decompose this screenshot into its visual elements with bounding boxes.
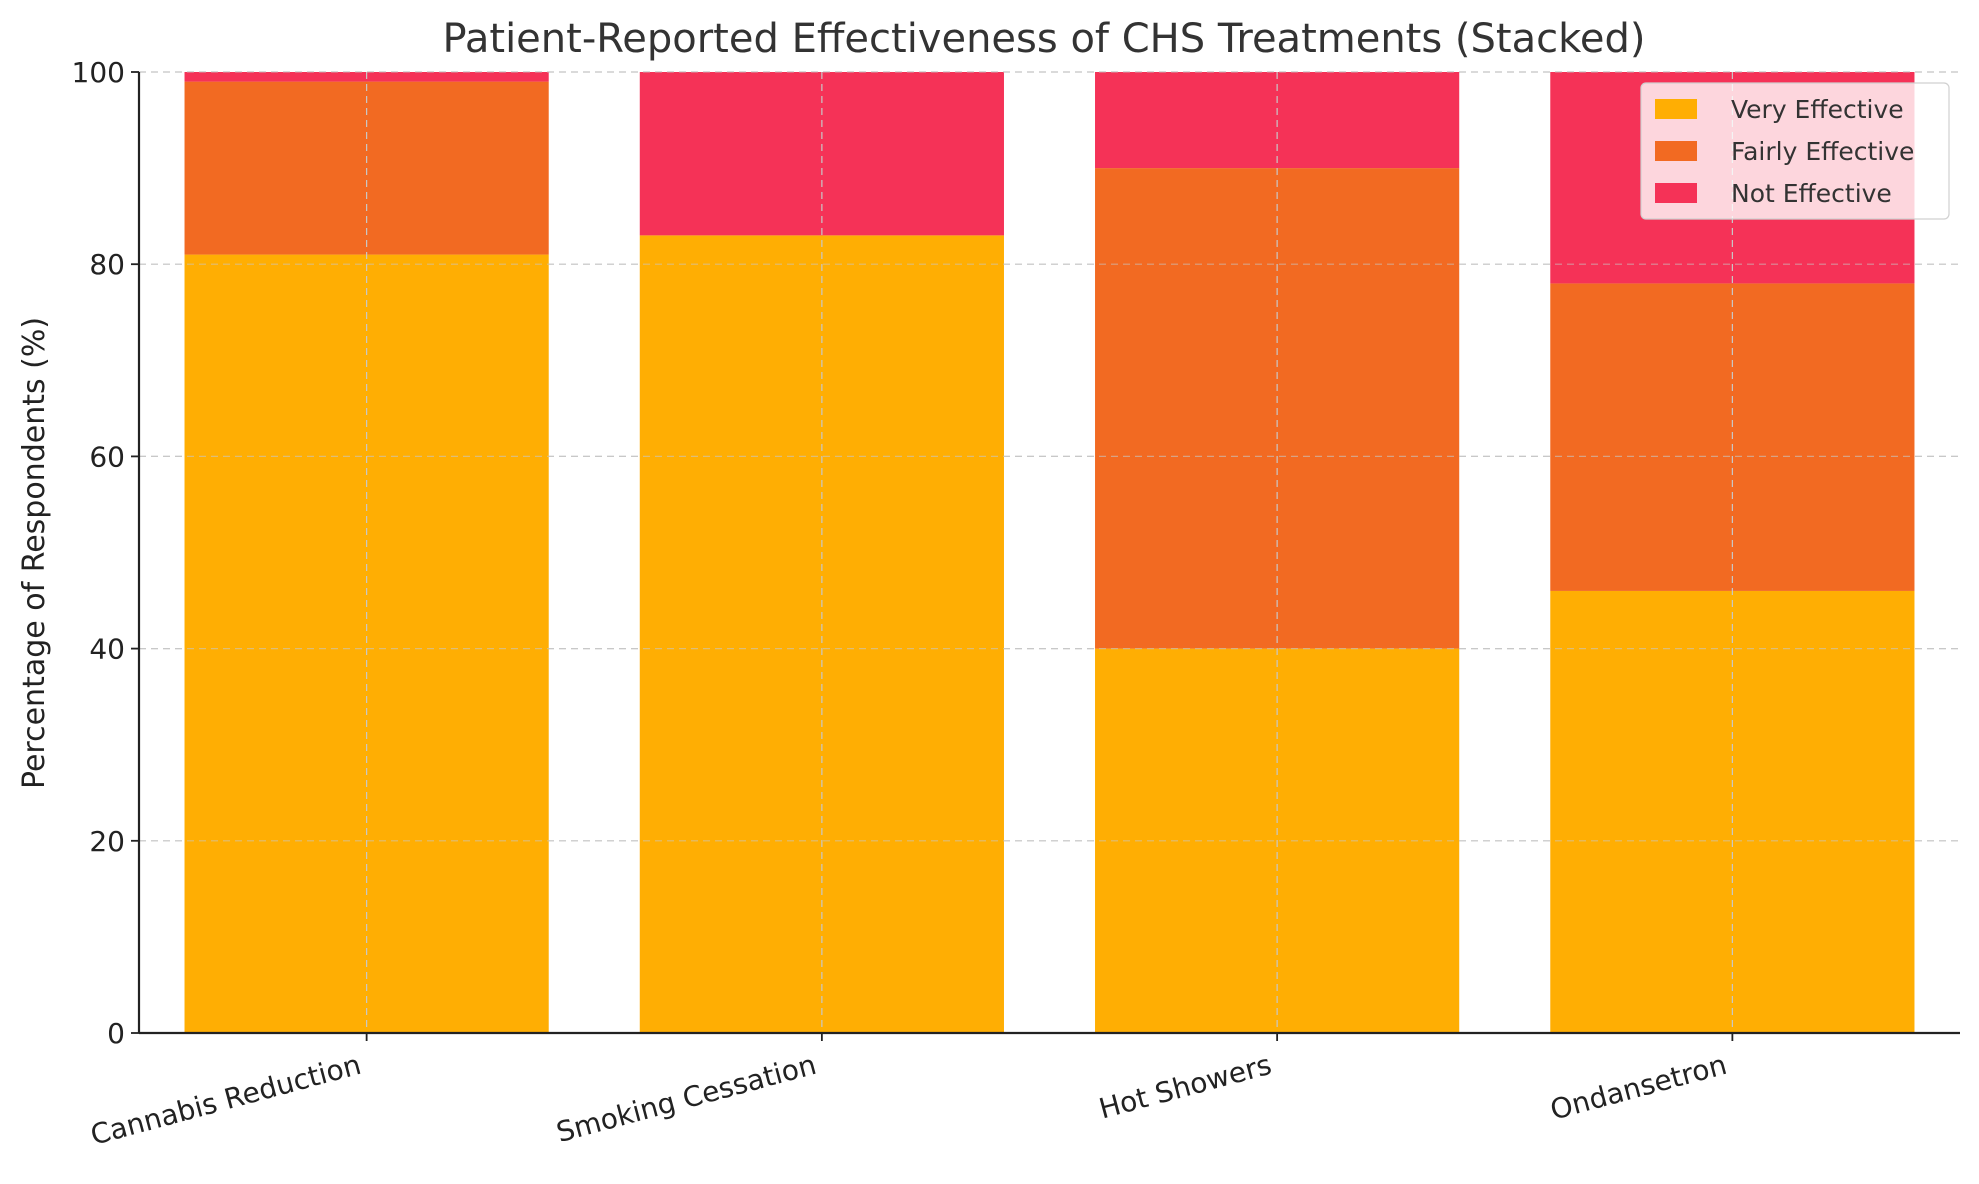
y-tick-label: 0 [107,1017,125,1050]
legend-label: Not Effective [1731,179,1892,208]
x-tick-label: Hot Showers [1095,1048,1274,1126]
legend-swatch [1655,183,1697,203]
y-tick-label: 100 [72,56,125,89]
bars [139,71,1960,1034]
y-tick-label: 80 [89,248,125,281]
legend: Very Effective Fairly Effective Not Effect… [1640,82,1950,220]
legend-swatch [1655,141,1697,161]
legend-swatch [1655,99,1697,119]
legend-label: Very Effective [1731,95,1904,124]
legend-label: Fairly Effective [1731,137,1914,166]
x-tick-label: Cannabis Reduction [87,1048,364,1152]
y-tick-label: 40 [89,633,125,666]
legend-box [1640,82,1950,220]
axes [131,71,1960,1041]
chart-title: Patient-Reported Effectiveness of CHS Tr… [443,16,1646,62]
y-axis-label: Percentage of Respondents (%) [17,317,52,789]
x-tick-label: Ondansetron [1547,1048,1730,1127]
x-tick-label: Smoking Cessation [553,1048,820,1149]
y-tick-label: 60 [89,440,125,473]
y-tick-label: 20 [89,825,125,858]
